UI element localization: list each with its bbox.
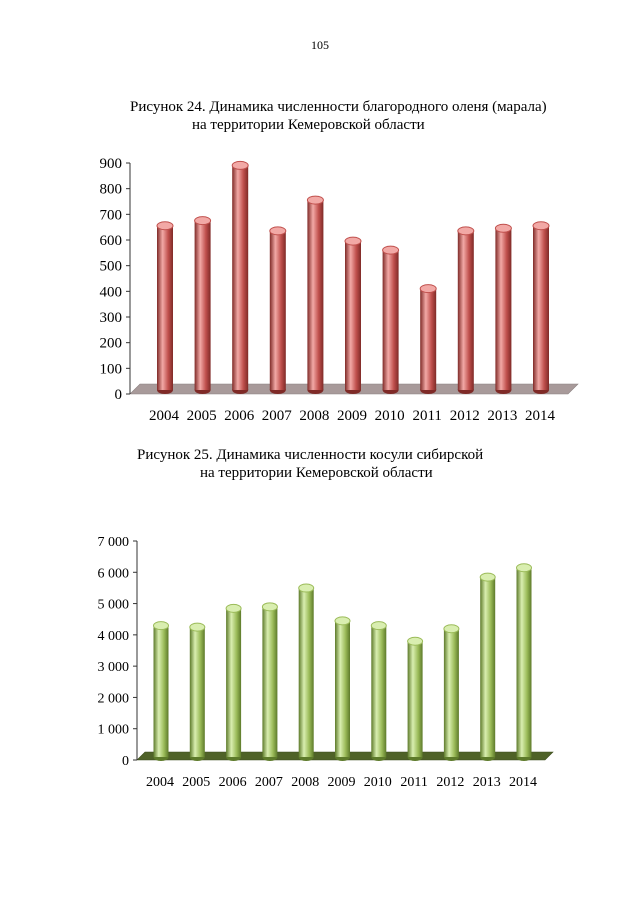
chart25-x-tick-label: 2004 xyxy=(146,775,174,790)
chart24-x-tick-label: 2011 xyxy=(412,408,441,424)
chart24-bar xyxy=(232,165,249,390)
chart25-bar-cap xyxy=(153,621,169,631)
figure-25-caption-line2: на территории Кемеровской области xyxy=(200,465,433,481)
chart25-bar-cap xyxy=(516,563,532,573)
chart25-bar xyxy=(371,625,387,757)
chart24-y-tick-label: 0 xyxy=(115,387,123,403)
chart25-x-tick-label: 2014 xyxy=(509,775,537,790)
chart24-bar xyxy=(457,230,474,390)
chart24-bar-cap xyxy=(382,245,400,255)
chart25-x-tick-label: 2007 xyxy=(255,775,283,790)
chart25-y-tick-label: 2 000 xyxy=(98,691,130,706)
chart24-bar-cap xyxy=(344,236,362,246)
chart24-bar xyxy=(307,200,324,390)
chart25-bar-cap xyxy=(189,622,206,632)
chart24-bar xyxy=(533,225,549,390)
chart24-x-tick-label: 2008 xyxy=(299,408,329,424)
chart24-y-tick-label: 600 xyxy=(100,233,123,249)
chart25-x-tick-label: 2013 xyxy=(473,775,501,790)
chart24-bar-cap xyxy=(194,216,212,226)
chart25-bar xyxy=(189,627,205,757)
chart24-y-tick-label: 900 xyxy=(100,156,123,172)
chart24-y-tick-label: 500 xyxy=(100,259,123,275)
chart24-y-tick-label: 700 xyxy=(100,207,123,223)
chart25-bar-cap xyxy=(261,602,278,612)
chart25-bar xyxy=(226,608,242,757)
chart24-x-tick-label: 2014 xyxy=(525,408,556,424)
chart24-x-tick-label: 2007 xyxy=(262,408,293,424)
chart24-y-tick-label: 400 xyxy=(100,284,123,300)
chart25-y-tick-label: 0 xyxy=(122,754,129,769)
chart24-bar-cap xyxy=(269,226,287,236)
chart25-bar xyxy=(153,625,169,757)
chart25-x-tick-label: 2005 xyxy=(182,775,210,790)
chart24-x-tick-label: 2010 xyxy=(375,408,405,424)
chart24-bar xyxy=(194,220,211,390)
chart25-bar xyxy=(335,620,350,757)
chart24-x-tick-label: 2006 xyxy=(224,408,255,424)
chart25-x-tick-label: 2008 xyxy=(291,775,319,790)
chart24-x-tick-label: 2005 xyxy=(187,408,217,424)
chart24-bar-cap xyxy=(231,160,249,170)
chart25-bar xyxy=(516,567,532,757)
chart25-bar-cap xyxy=(479,572,496,582)
chart24-bar xyxy=(269,230,286,390)
chart25-bar-cap xyxy=(370,621,387,631)
chart25-bar xyxy=(262,606,278,757)
chart24-bar-cap xyxy=(156,221,174,231)
chart25-bar-cap xyxy=(407,636,424,646)
figure-25-bar-chart: 0 1 000 2 000 3 000 4 000 5 000 6 000 7 000 2004… xyxy=(98,535,554,790)
chart25-bar xyxy=(443,628,459,757)
figure-24-caption-line2: на территории Кемеровской области xyxy=(192,117,425,133)
chart24-bar xyxy=(382,250,399,390)
chart25-bar xyxy=(480,577,496,757)
chart25-x-tick-label: 2011 xyxy=(400,775,427,790)
chart24-x-tick-label: 2004 xyxy=(149,408,180,424)
chart24-x-tick-label: 2009 xyxy=(337,408,367,424)
chart24-bar xyxy=(157,225,173,390)
chart24-x-tick-label: 2012 xyxy=(450,408,480,424)
figure-25-caption-line1: Рисунок 25. Динамика численности косули … xyxy=(137,447,484,463)
chart24-y-tick-label: 200 xyxy=(100,336,123,352)
chart25-bar xyxy=(298,588,314,757)
chart25-x-tick-label: 2012 xyxy=(436,775,464,790)
chart25-bar-cap xyxy=(334,616,351,626)
chart25-bar-cap xyxy=(298,583,315,593)
chart25-y-tick-label: 5 000 xyxy=(98,598,130,613)
chart24-bar-cap xyxy=(457,226,475,236)
chart24-y-tick-label: 800 xyxy=(100,182,123,198)
chart25-y-tick-label: 6 000 xyxy=(98,566,130,581)
chart24-bar xyxy=(345,241,361,390)
chart24-y-tick-label: 300 xyxy=(100,310,123,326)
figure-24-caption-line1: Рисунок 24. Динамика численности благоро… xyxy=(130,99,547,115)
chart25-x-tick-label: 2009 xyxy=(328,775,356,790)
chart25-y-tick-label: 1 000 xyxy=(98,723,130,738)
chart25-y-tick-label: 3 000 xyxy=(98,660,130,675)
chart25-y-tick-label: 7 000 xyxy=(98,535,130,550)
chart24-bar-cap xyxy=(419,284,437,294)
chart24-bar xyxy=(495,228,512,390)
chart24-x-tick-label: 2013 xyxy=(487,408,517,424)
page-number: 105 xyxy=(311,38,329,52)
chart25-x-tick-label: 2010 xyxy=(364,775,392,790)
chart24-bar-cap xyxy=(532,221,550,231)
chart25-bar-cap xyxy=(225,603,242,613)
chart25-bar xyxy=(407,641,423,757)
chart24-bar-cap xyxy=(494,223,512,233)
chart24-bar-cap xyxy=(306,195,324,205)
figure-24-bar-chart: 0 100 200 300 400 500 600 700 800 900 2004 2005 2006… xyxy=(100,156,579,424)
chart25-y-tick-label: 4 000 xyxy=(98,629,130,644)
chart24-bar xyxy=(420,288,437,390)
chart24-y-tick-label: 100 xyxy=(100,361,123,377)
chart25-bar-cap xyxy=(443,624,460,634)
chart25-x-tick-label: 2006 xyxy=(219,775,247,790)
